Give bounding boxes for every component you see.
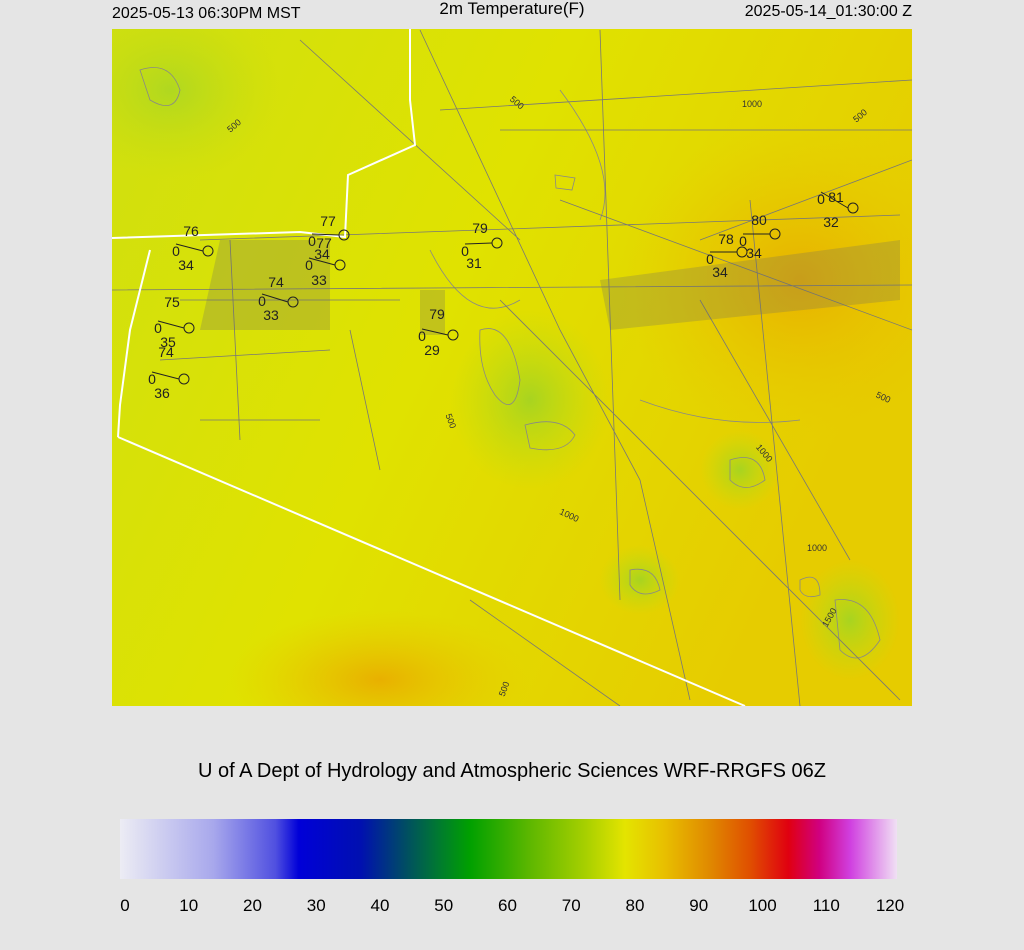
colorbar-tick-label: 90 — [689, 896, 708, 915]
wind-barb — [464, 242, 493, 245]
temperature: 78 — [718, 231, 734, 247]
wind: 0 — [308, 233, 316, 249]
valid-local: 2025-05-13 06:30PM MST — [112, 5, 301, 22]
wind: 0 — [172, 243, 180, 259]
contour-label: 500 — [497, 680, 512, 698]
colorbar-tick-label: 110 — [813, 896, 840, 915]
colorbar-tick-label: 70 — [562, 896, 581, 915]
dewpoint: 33 — [263, 307, 279, 323]
wind-barb — [261, 293, 289, 303]
wind-barb — [157, 320, 185, 329]
credit: U of A Dept of Hydrology and Atmospheric… — [198, 760, 826, 782]
wind-barb — [308, 257, 336, 266]
dewpoint: 31 — [466, 255, 482, 271]
dewpoint: 33 — [311, 272, 327, 288]
colorbar-tick-label: 30 — [307, 896, 326, 915]
temperature: 77 — [320, 213, 336, 229]
wind-barb — [820, 191, 849, 209]
colorbar-tick-label: 80 — [626, 896, 645, 915]
contour-label: 1000 — [807, 543, 827, 553]
colorbar-tick-label: 40 — [371, 896, 390, 915]
wind-barb — [421, 328, 449, 336]
wind: 0 — [817, 191, 825, 207]
temperature: 79 — [429, 306, 445, 322]
colorbar — [120, 819, 897, 879]
dewpoint: 34 — [712, 264, 728, 280]
dewpoint: 34 — [746, 245, 762, 261]
dewpoint: 36 — [154, 385, 170, 401]
wind-barb — [311, 233, 340, 236]
colorbar-tick-label: 10 — [179, 896, 198, 915]
wind: 0 — [461, 243, 469, 259]
colorbar-tick-label: 120 — [876, 896, 904, 915]
temperature: 81 — [828, 189, 844, 205]
wind: 0 — [154, 320, 162, 336]
colorbar-tick-label: 50 — [434, 896, 453, 915]
temperature: 74 — [158, 344, 174, 360]
dewpoint: 35 — [160, 334, 176, 350]
colorbar-tick-label: 60 — [498, 896, 517, 915]
contour-label: 500 — [444, 412, 459, 430]
temperature: 80 — [751, 212, 767, 228]
wind: 0 — [739, 233, 747, 249]
dewpoint: 32 — [823, 214, 839, 230]
wind-barb — [175, 243, 204, 252]
dewpoint: 29 — [424, 342, 440, 358]
dewpoint: 34 — [178, 257, 194, 273]
contour-label: 1000 — [742, 99, 762, 109]
temperature: 74 — [268, 274, 284, 290]
temperature: 79 — [472, 220, 488, 236]
dewpoint: 34 — [314, 246, 330, 262]
title: 2m Temperature(F) — [439, 0, 584, 18]
temperature: 77 — [316, 235, 332, 251]
temperature: 76 — [183, 223, 199, 239]
wind: 0 — [258, 293, 266, 309]
wind: 0 — [706, 251, 714, 267]
wind: 0 — [418, 328, 426, 344]
valid-utc: 2025-05-14_01:30:00 Z — [745, 3, 912, 20]
temperature: 75 — [164, 294, 180, 310]
colorbar-tick-label: 100 — [748, 896, 776, 915]
wind-barb — [151, 371, 180, 380]
colorbar-tick-label: 0 — [120, 896, 129, 915]
wind: 0 — [148, 371, 156, 387]
colorbar-tick-label: 20 — [243, 896, 262, 915]
wind: 0 — [305, 257, 313, 273]
